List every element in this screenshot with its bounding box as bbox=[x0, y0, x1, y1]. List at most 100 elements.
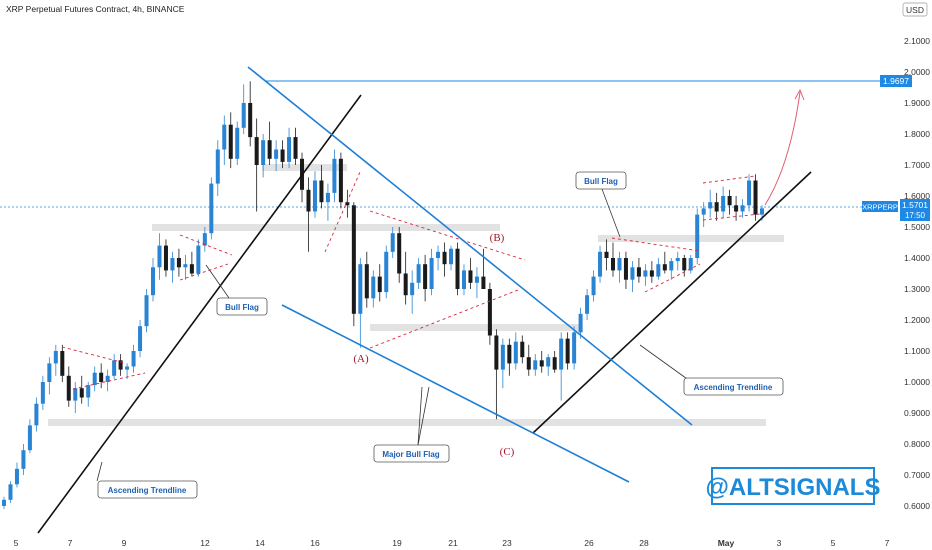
candle-down bbox=[228, 124, 233, 159]
price-axis[interactable]: 2.1000 2.0000 1.9000 1.8000 1.7000 1.6000 1.50… bbox=[904, 36, 930, 511]
candle-up bbox=[695, 214, 700, 258]
x-tick-label: 21 bbox=[448, 538, 458, 548]
watermark-text: @ALTSIGNALS bbox=[706, 474, 881, 501]
y-tick-label: 1.0000 bbox=[904, 377, 930, 387]
x-tick-label: 3 bbox=[777, 538, 782, 548]
candle-up bbox=[8, 484, 13, 500]
leader-line bbox=[96, 461, 103, 482]
candle-down bbox=[60, 351, 65, 376]
y-tick-label: 1.7000 bbox=[904, 160, 930, 170]
candle-up bbox=[533, 360, 538, 370]
candle-down bbox=[520, 341, 525, 358]
y-tick-label: 0.6000 bbox=[904, 501, 930, 511]
y-tick-label: 1.4000 bbox=[904, 253, 930, 263]
candle-down bbox=[118, 360, 123, 370]
candle-up bbox=[40, 382, 45, 404]
callout-major-bull-flag[interactable]: Major Bull Flag bbox=[373, 444, 450, 463]
pattern-guides bbox=[61, 171, 761, 390]
candle-up bbox=[513, 341, 518, 364]
time-axis[interactable]: 5 7 9 12 14 16 19 21 23 26 28 May 3 5 7 bbox=[14, 538, 890, 548]
candle-down bbox=[163, 245, 168, 271]
candle-down bbox=[487, 289, 492, 336]
candle-down bbox=[682, 258, 687, 271]
x-tick-label: 9 bbox=[122, 538, 127, 548]
candle-up bbox=[669, 261, 674, 271]
y-tick-label: 1.1000 bbox=[904, 346, 930, 356]
candle-up bbox=[332, 158, 337, 193]
candle-up bbox=[47, 363, 52, 382]
current-price-tag: 1.5701 17:50 bbox=[900, 199, 930, 221]
y-tick-label: 1.9000 bbox=[904, 98, 930, 108]
symbol-label: XRPPERP bbox=[862, 203, 898, 212]
flag-upper-channel bbox=[247, 66, 693, 426]
y-tick-label: 2.0000 bbox=[904, 67, 930, 77]
projection-curve bbox=[764, 91, 801, 206]
altsignals-watermark: @ALTSIGNALS bbox=[706, 467, 881, 505]
candle-up bbox=[630, 267, 635, 280]
candle-down bbox=[319, 180, 324, 203]
bar-timer-label: 17:50 bbox=[905, 211, 926, 220]
candle-down bbox=[623, 258, 628, 280]
leader-line bbox=[639, 344, 691, 382]
candle-up bbox=[449, 248, 454, 265]
candle-up bbox=[53, 351, 58, 364]
chart-title: XRP Perpetual Futures Contract, 4h, BINA… bbox=[6, 4, 185, 14]
candle-up bbox=[235, 127, 240, 159]
y-tick-label: 0.9000 bbox=[904, 408, 930, 418]
x-tick-label: 28 bbox=[639, 538, 649, 548]
candle-up bbox=[461, 270, 466, 289]
flag-line bbox=[644, 263, 701, 293]
x-tick-label: 23 bbox=[502, 538, 512, 548]
resistance-zone bbox=[152, 224, 500, 231]
candle-up bbox=[371, 276, 376, 299]
candle-down bbox=[423, 264, 428, 289]
ascending-trendline-right bbox=[532, 171, 812, 434]
candle-down bbox=[345, 202, 350, 206]
candle-up bbox=[436, 251, 441, 258]
candle-up bbox=[585, 295, 590, 314]
callout-bull-flag-right[interactable]: Bull Flag bbox=[575, 171, 627, 190]
candle-down bbox=[306, 189, 311, 212]
candle-up bbox=[144, 295, 149, 327]
candle-up bbox=[591, 276, 596, 296]
currency-badge[interactable] bbox=[902, 2, 928, 17]
candle-down bbox=[610, 258, 615, 271]
y-tick-label: 1.3000 bbox=[904, 284, 930, 294]
y-tick-label: 1.5000 bbox=[904, 222, 930, 232]
callout-label: Bull Flag bbox=[584, 177, 618, 186]
callout-ascending-trendline-left[interactable]: Ascending Trendline bbox=[97, 480, 198, 499]
current-price-label: 1.5701 bbox=[902, 200, 928, 210]
candle-up bbox=[196, 245, 201, 274]
x-tick-label: 19 bbox=[392, 538, 402, 548]
callout-label: Ascending Trendline bbox=[694, 383, 773, 392]
callout-ascending-trendline-right[interactable]: Ascending Trendline bbox=[683, 377, 784, 396]
candle-up bbox=[358, 264, 363, 314]
candle-up bbox=[86, 385, 91, 398]
candle-up bbox=[598, 251, 603, 277]
x-tick-label: 26 bbox=[584, 538, 594, 548]
candle-up bbox=[410, 282, 415, 296]
candle-up bbox=[559, 338, 564, 370]
candle-down bbox=[280, 149, 285, 162]
leader-line bbox=[417, 386, 430, 446]
callout-label: Ascending Trendline bbox=[108, 486, 187, 495]
candle-up bbox=[157, 245, 162, 268]
candle-up bbox=[287, 137, 292, 162]
candle-up bbox=[222, 124, 227, 150]
currency-label: USD bbox=[906, 5, 924, 15]
candle-up bbox=[138, 326, 143, 351]
candle-down bbox=[734, 205, 739, 212]
candle-down bbox=[539, 360, 544, 367]
callout-bull-flag-left[interactable]: Bull Flag bbox=[216, 297, 268, 316]
candle-down bbox=[176, 258, 181, 268]
candle-down bbox=[267, 140, 272, 159]
callout-leaders bbox=[96, 188, 691, 482]
candle-down bbox=[494, 335, 499, 370]
x-tick-label: 7 bbox=[885, 538, 890, 548]
candle-down bbox=[649, 270, 654, 277]
candle-up bbox=[105, 375, 110, 382]
candle-up bbox=[151, 267, 156, 296]
candle-down bbox=[526, 357, 531, 370]
candle-up bbox=[384, 251, 389, 293]
candle-up bbox=[183, 264, 188, 268]
